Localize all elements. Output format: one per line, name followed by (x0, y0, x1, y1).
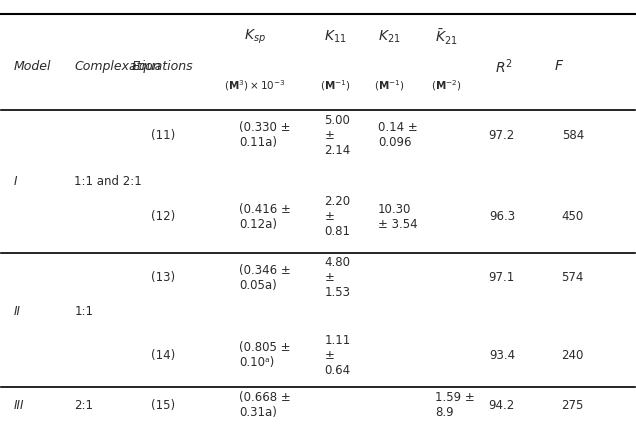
Text: $F$: $F$ (553, 59, 563, 73)
Text: 10.30
± 3.54: 10.30 ± 3.54 (378, 203, 418, 231)
Text: 4.80
±
1.53: 4.80 ± 1.53 (324, 256, 350, 299)
Text: 97.1: 97.1 (488, 271, 515, 284)
Text: 94.2: 94.2 (488, 399, 515, 412)
Text: $K_{sp}$: $K_{sp}$ (244, 28, 266, 46)
Text: 93.4: 93.4 (489, 349, 515, 362)
Text: (0.330 ±
0.11a): (0.330 ± 0.11a) (239, 121, 291, 149)
Text: I: I (14, 175, 18, 188)
Text: $(\mathbf{M}^3)\times 10^{-3}$: $(\mathbf{M}^3)\times 10^{-3}$ (224, 78, 286, 92)
Text: II: II (14, 305, 21, 318)
Text: (15): (15) (151, 399, 175, 412)
Text: (11): (11) (151, 129, 175, 142)
Text: 97.2: 97.2 (488, 129, 515, 142)
Text: 5.00
±
2.14: 5.00 ± 2.14 (324, 114, 350, 157)
Text: (12): (12) (151, 210, 175, 223)
Text: (0.805 ±
0.10ᵃ): (0.805 ± 0.10ᵃ) (239, 341, 291, 369)
Text: 574: 574 (562, 271, 584, 284)
Text: $R^2$: $R^2$ (495, 57, 513, 75)
Text: 1.59 ±
8.9: 1.59 ± 8.9 (435, 391, 475, 419)
Text: Model: Model (14, 60, 52, 73)
Text: 240: 240 (562, 349, 584, 362)
Text: Equations: Equations (132, 60, 194, 73)
Text: 450: 450 (562, 210, 584, 223)
Text: $(\mathbf{M}^{-1})$: $(\mathbf{M}^{-1})$ (321, 78, 351, 92)
Text: (0.346 ±
0.05a): (0.346 ± 0.05a) (239, 264, 291, 292)
Text: 2:1: 2:1 (74, 399, 93, 412)
Text: $\bar{K}_{21}$: $\bar{K}_{21}$ (435, 28, 458, 47)
Text: $(\mathbf{M}^{-2})$: $(\mathbf{M}^{-2})$ (431, 78, 462, 92)
Text: $(\mathbf{M}^{-1})$: $(\mathbf{M}^{-1})$ (374, 78, 405, 92)
Text: (14): (14) (151, 349, 175, 362)
Text: III: III (14, 399, 25, 412)
Text: 96.3: 96.3 (489, 210, 515, 223)
Text: 1:1: 1:1 (74, 305, 93, 318)
Text: 275: 275 (562, 399, 584, 412)
Text: 584: 584 (562, 129, 584, 142)
Text: $K_{21}$: $K_{21}$ (378, 29, 401, 45)
Text: Complexation: Complexation (74, 60, 161, 73)
Text: 2.20
±
0.81: 2.20 ± 0.81 (324, 195, 350, 238)
Text: (0.668 ±
0.31a): (0.668 ± 0.31a) (239, 391, 291, 419)
Text: (13): (13) (151, 271, 175, 284)
Text: (0.416 ±
0.12a): (0.416 ± 0.12a) (239, 203, 291, 231)
Text: 0.14 ±
0.096: 0.14 ± 0.096 (378, 121, 418, 149)
Text: 1.11
±
0.64: 1.11 ± 0.64 (324, 334, 350, 377)
Text: $K_{11}$: $K_{11}$ (324, 29, 347, 45)
Text: 1:1 and 2:1: 1:1 and 2:1 (74, 175, 142, 188)
